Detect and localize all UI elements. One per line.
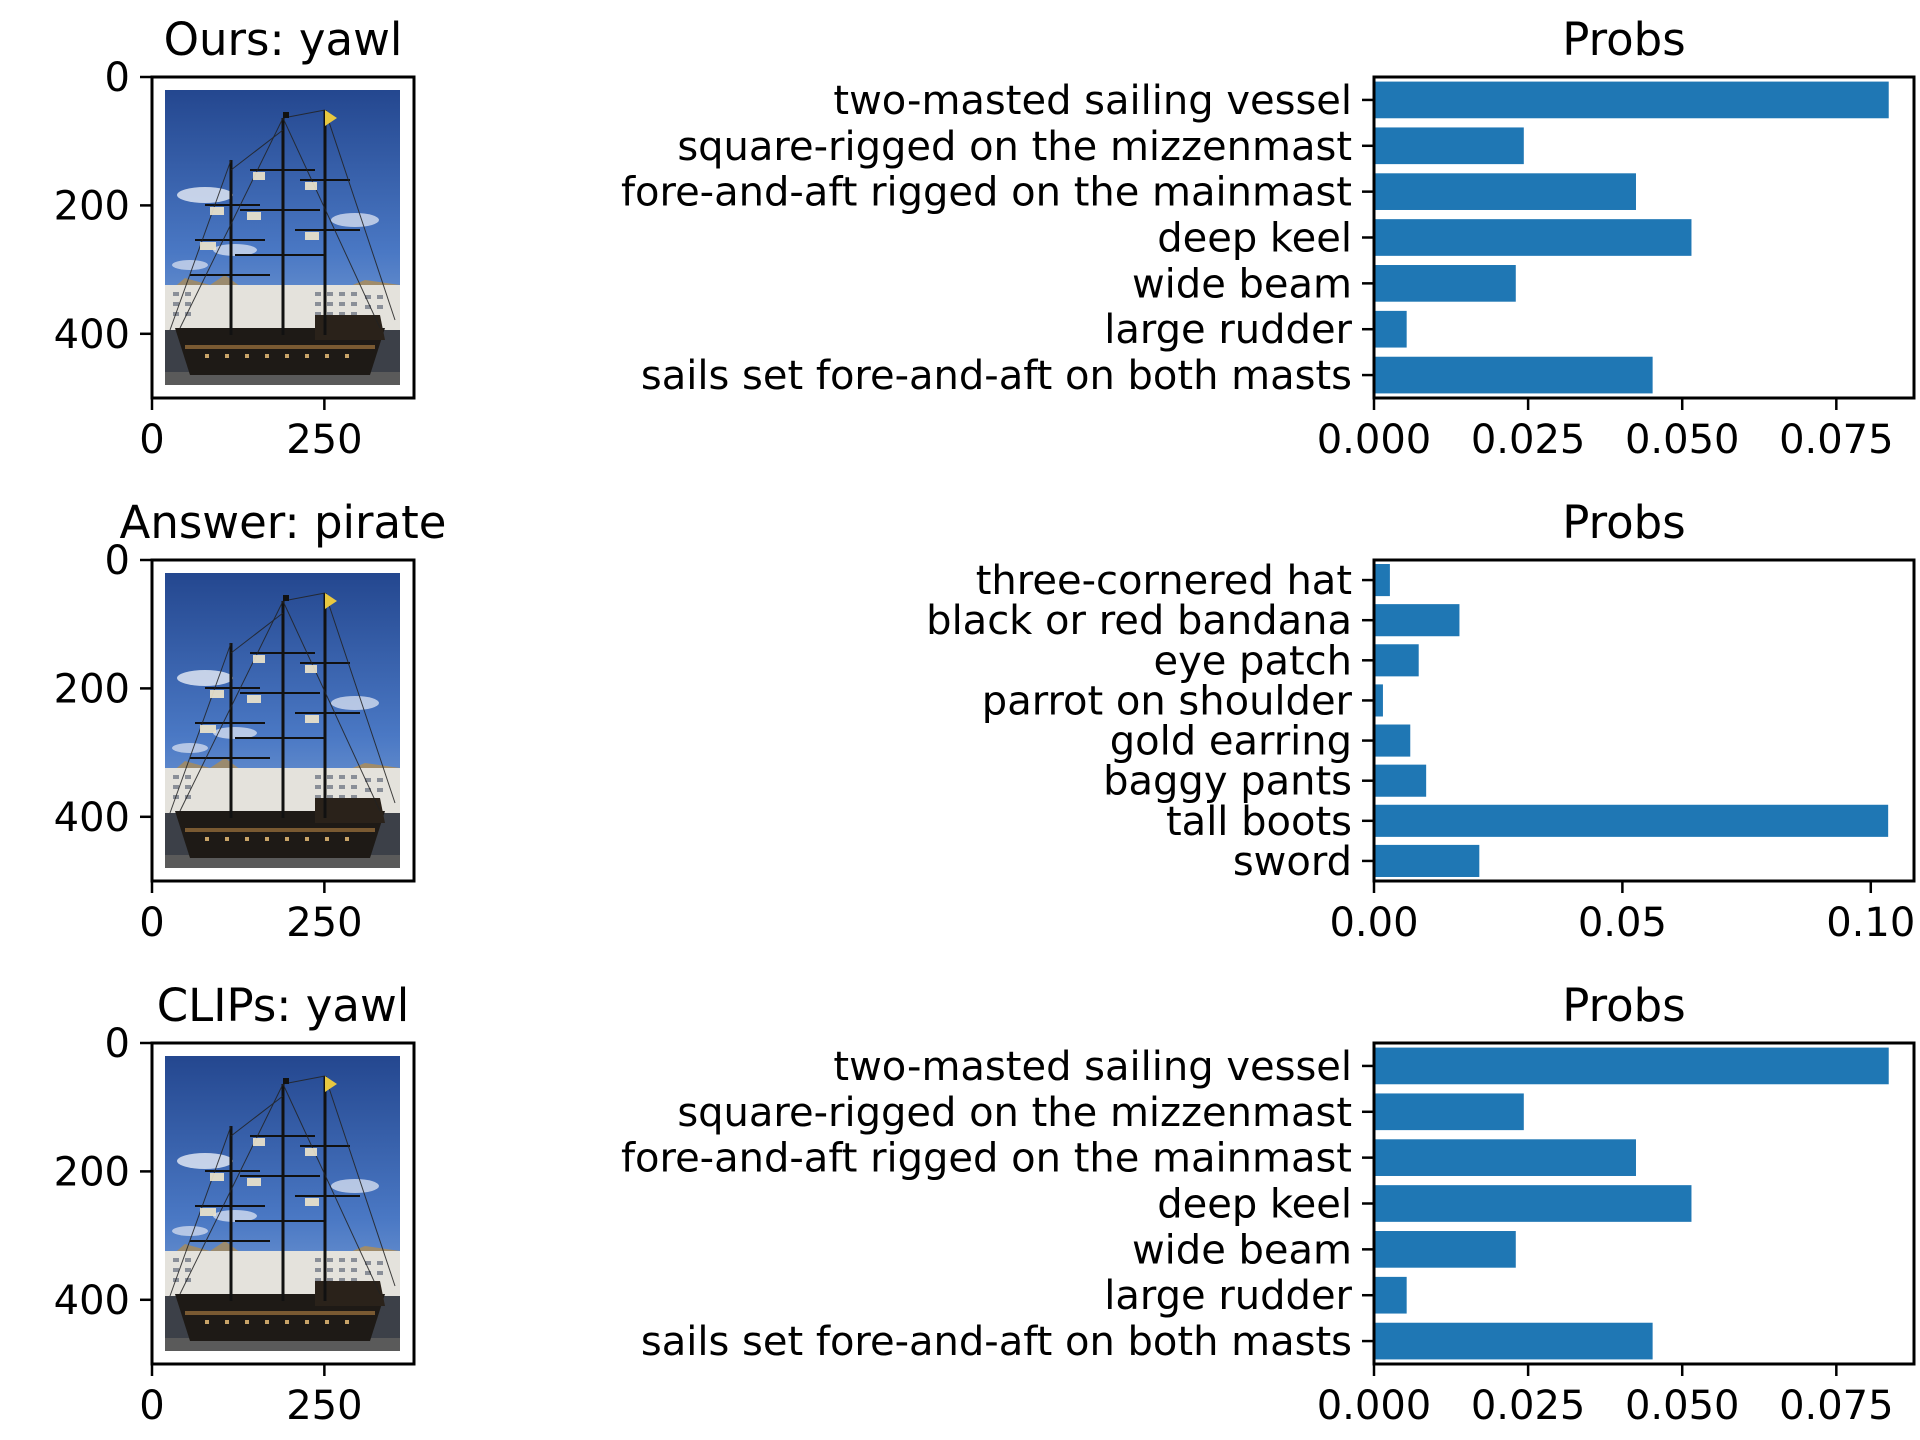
bar xyxy=(1374,1093,1524,1131)
x-tick-label: 0.00 xyxy=(1329,900,1418,946)
x-tick-label: 0 xyxy=(139,1383,164,1429)
category-label: sails set fore-and-aft on both masts xyxy=(641,353,1352,399)
bar xyxy=(1374,764,1427,797)
bar xyxy=(1374,356,1653,394)
x-tick-label: 0.075 xyxy=(1779,1383,1894,1429)
category-label: baggy pants xyxy=(1103,759,1352,805)
image-axes-frame xyxy=(150,1041,416,1366)
bar xyxy=(1374,564,1390,597)
category-label: sword xyxy=(1233,839,1352,885)
ship-photo xyxy=(163,571,402,870)
category-label: two-masted sailing vessel xyxy=(833,1044,1352,1090)
bar xyxy=(1374,684,1383,717)
image-panel-title: CLIPs: yawl xyxy=(157,979,410,1032)
bar-panel: Probs two-masted sailing vesselsquare-rig… xyxy=(621,979,1916,1429)
x-tick-label: 0 xyxy=(139,900,164,946)
category-label: two-masted sailing vessel xyxy=(833,78,1352,124)
category-label: tall boots xyxy=(1166,799,1352,845)
y-tick-label: 0 xyxy=(105,55,130,101)
category-label: black or red bandana xyxy=(926,598,1352,644)
bar xyxy=(1374,804,1889,837)
bar-axes-frame xyxy=(1372,75,1916,400)
category-label: large rudder xyxy=(1104,307,1352,353)
category-label: square-rigged on the mizzenmast xyxy=(677,1090,1352,1136)
y-tick-label: 400 xyxy=(54,795,130,841)
y-tick-label: 200 xyxy=(54,183,130,229)
bar-panel: Probs two-masted sailing vesselsquare-rig… xyxy=(621,13,1916,463)
bar-axes-frame xyxy=(1372,1041,1916,1366)
x-tick-label: 0.000 xyxy=(1317,1383,1432,1429)
bar xyxy=(1374,265,1516,302)
x-tick-label: 0.050 xyxy=(1625,417,1740,463)
x-tick-label: 250 xyxy=(286,417,362,463)
bar-axes-frame xyxy=(1372,558,1916,883)
bar xyxy=(1374,310,1407,348)
bar xyxy=(1374,844,1480,877)
category-label: three-cornered hat xyxy=(976,558,1352,604)
x-tick-label: 0.075 xyxy=(1779,417,1894,463)
ship-photo xyxy=(163,1054,402,1353)
y-tick-label: 0 xyxy=(105,1021,130,1067)
category-label: gold earring xyxy=(1110,719,1352,765)
image-axes-frame xyxy=(150,75,416,400)
x-tick-label: 0 xyxy=(139,417,164,463)
bar xyxy=(1374,1047,1889,1085)
category-label: square-rigged on the mizzenmast xyxy=(677,124,1352,170)
category-label: deep keel xyxy=(1157,1182,1352,1228)
image-panel-title: Ours: yawl xyxy=(164,13,403,66)
bar xyxy=(1374,644,1419,677)
bar xyxy=(1374,1276,1407,1314)
bar xyxy=(1374,724,1411,757)
bar-panel-title: Probs xyxy=(1562,979,1685,1032)
bar-panel-title: Probs xyxy=(1562,496,1685,549)
bar xyxy=(1374,1231,1516,1268)
category-label: fore-and-aft rigged on the mainmast xyxy=(621,170,1352,216)
bar xyxy=(1374,1139,1636,1176)
bar xyxy=(1374,604,1460,637)
x-tick-label: 250 xyxy=(286,1383,362,1429)
bar xyxy=(1374,81,1889,119)
y-tick-label: 400 xyxy=(54,312,130,358)
x-tick-label: 0.050 xyxy=(1625,1383,1740,1429)
y-tick-label: 200 xyxy=(54,1149,130,1195)
bar xyxy=(1374,219,1692,256)
x-tick-label: 250 xyxy=(286,900,362,946)
category-label: parrot on shoulder xyxy=(982,678,1353,724)
ship-photo xyxy=(163,88,402,387)
x-tick-label: 0.05 xyxy=(1578,900,1667,946)
image-panel-title: Answer: pirate xyxy=(120,496,447,549)
x-tick-label: 0.025 xyxy=(1471,1383,1586,1429)
bar xyxy=(1374,1185,1692,1222)
bar-panel-title: Probs xyxy=(1562,13,1685,66)
category-label: wide beam xyxy=(1132,1227,1352,1273)
y-tick-label: 0 xyxy=(105,538,130,584)
image-panel: CLIPs: yawl 0 250 0 200 400 xyxy=(54,979,416,1429)
bar xyxy=(1374,1322,1653,1360)
bar xyxy=(1374,127,1524,165)
image-panel: Ours: yawl 0 250 0 200 400 xyxy=(54,13,416,463)
category-label: fore-and-aft rigged on the mainmast xyxy=(621,1136,1352,1182)
category-label: sails set fore-and-aft on both masts xyxy=(641,1319,1352,1365)
y-tick-label: 400 xyxy=(54,1278,130,1324)
x-tick-label: 0.000 xyxy=(1317,417,1432,463)
x-tick-label: 0.10 xyxy=(1826,900,1915,946)
x-tick-label: 0.025 xyxy=(1471,417,1586,463)
image-axes-frame xyxy=(150,558,416,883)
bar xyxy=(1374,173,1636,210)
y-tick-label: 200 xyxy=(54,666,130,712)
category-label: wide beam xyxy=(1132,261,1352,307)
category-label: large rudder xyxy=(1104,1273,1352,1319)
category-label: deep keel xyxy=(1157,216,1352,262)
category-label: eye patch xyxy=(1153,638,1352,684)
